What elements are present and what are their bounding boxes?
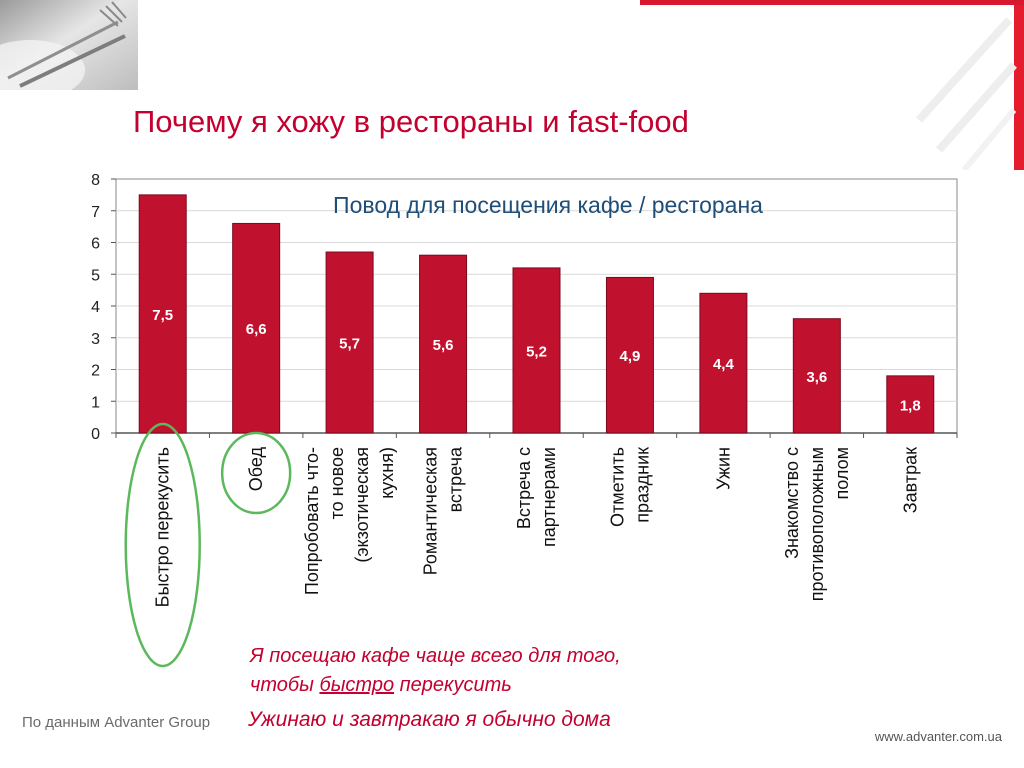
category-label-line: праздник	[632, 447, 652, 523]
conclusion-note: Я посещаю кафе чаще всего для того, чтоб…	[250, 642, 621, 700]
data-label: 6,6	[246, 321, 267, 338]
website-url: www.advanter.com.ua	[874, 729, 1002, 744]
category-label: Романтическая встреча	[421, 446, 466, 575]
category-label-line: то новое	[327, 447, 347, 519]
page-title: Почему я хожу в рестораны и fast-food	[133, 104, 689, 139]
category-label-line: (экзотическая	[352, 447, 372, 563]
data-label: 1,8	[900, 397, 921, 414]
bar	[138, 194, 187, 434]
bar	[232, 222, 281, 434]
category-label-line: полом	[832, 447, 852, 499]
y-tick-label: 7	[91, 204, 100, 221]
bar	[605, 276, 654, 434]
category-label-line: Знакомство с	[782, 447, 802, 559]
category-label: Знакомство с противоположным полом	[782, 447, 852, 601]
fork-knife-plate-photo-icon	[0, 0, 138, 90]
top-accent-bar	[640, 0, 1024, 5]
category-label-line: Ужин	[713, 447, 733, 490]
category-label: Попробовать что-то новое (экзотическая кух…	[302, 447, 397, 595]
y-tick-label: 4	[91, 299, 100, 316]
y-tick-label: 1	[91, 394, 100, 411]
bar-chart: 0 1 2 3 4 5 6 7 8 Повод для посещения кафе / рест…	[91, 172, 958, 668]
category-label-line: Быстро перекусить	[153, 447, 173, 607]
highlight-circle-icon	[124, 422, 201, 668]
y-tick-label: 5	[91, 267, 100, 284]
data-label: 5,7	[339, 336, 360, 353]
chart-title: Повод для посещения кафе / ресторана	[333, 192, 763, 218]
category-label: Ужин	[713, 447, 733, 490]
category-label-line: встреча	[446, 446, 466, 512]
highlight-circle-icon	[220, 431, 292, 515]
data-label: 5,2	[526, 343, 547, 360]
note-line-2-end: перекусить	[394, 674, 512, 696]
note-line-1: Я посещаю кафе чаще всего для того,	[250, 645, 621, 667]
category-label-line: Завтрак	[900, 447, 920, 513]
bar	[886, 375, 935, 434]
bottom-note: Ужинаю и завтракаю я обычно дома	[248, 708, 611, 731]
corner-decoration	[916, 5, 1024, 170]
data-label: 5,6	[433, 337, 454, 354]
category-label-line: кухня)	[377, 447, 397, 499]
y-tick-label: 0	[91, 426, 100, 443]
category-label-line: Встреча с	[514, 447, 534, 529]
category-label: Завтрак	[900, 447, 920, 513]
note-underlined-word: быстро	[319, 674, 395, 696]
category-label-line: Обед	[246, 447, 266, 492]
note-line-2: чтобы быстро перекусить	[250, 671, 621, 700]
bar	[699, 292, 748, 434]
category-label: Отметить праздник	[607, 447, 652, 527]
category-label: Встреча с партнерами	[514, 447, 559, 547]
category-label-line: Отметить	[607, 447, 627, 527]
y-tick-label: 8	[91, 172, 100, 189]
y-tick-label: 6	[91, 236, 100, 253]
bar	[419, 254, 468, 434]
data-label: 3,6	[806, 369, 827, 386]
category-label-line: Попробовать что-	[302, 447, 322, 595]
category-label: Обед	[246, 447, 266, 492]
category-label: Быстро перекусить	[153, 447, 173, 607]
data-label: 4,4	[713, 356, 735, 373]
bar	[325, 251, 374, 434]
source-label: По данным Advanter Group	[22, 714, 211, 731]
bar	[512, 267, 561, 434]
data-label: 7,5	[152, 307, 173, 324]
category-label-line: противоположным	[807, 447, 827, 601]
category-label-line: партнерами	[539, 447, 559, 547]
category-label-line: Романтическая	[421, 447, 441, 575]
note-line-2-start: чтобы	[250, 674, 320, 696]
y-tick-label: 2	[91, 363, 100, 380]
bar	[792, 318, 841, 434]
y-tick-label: 3	[91, 331, 100, 348]
data-label: 4,9	[620, 348, 641, 365]
